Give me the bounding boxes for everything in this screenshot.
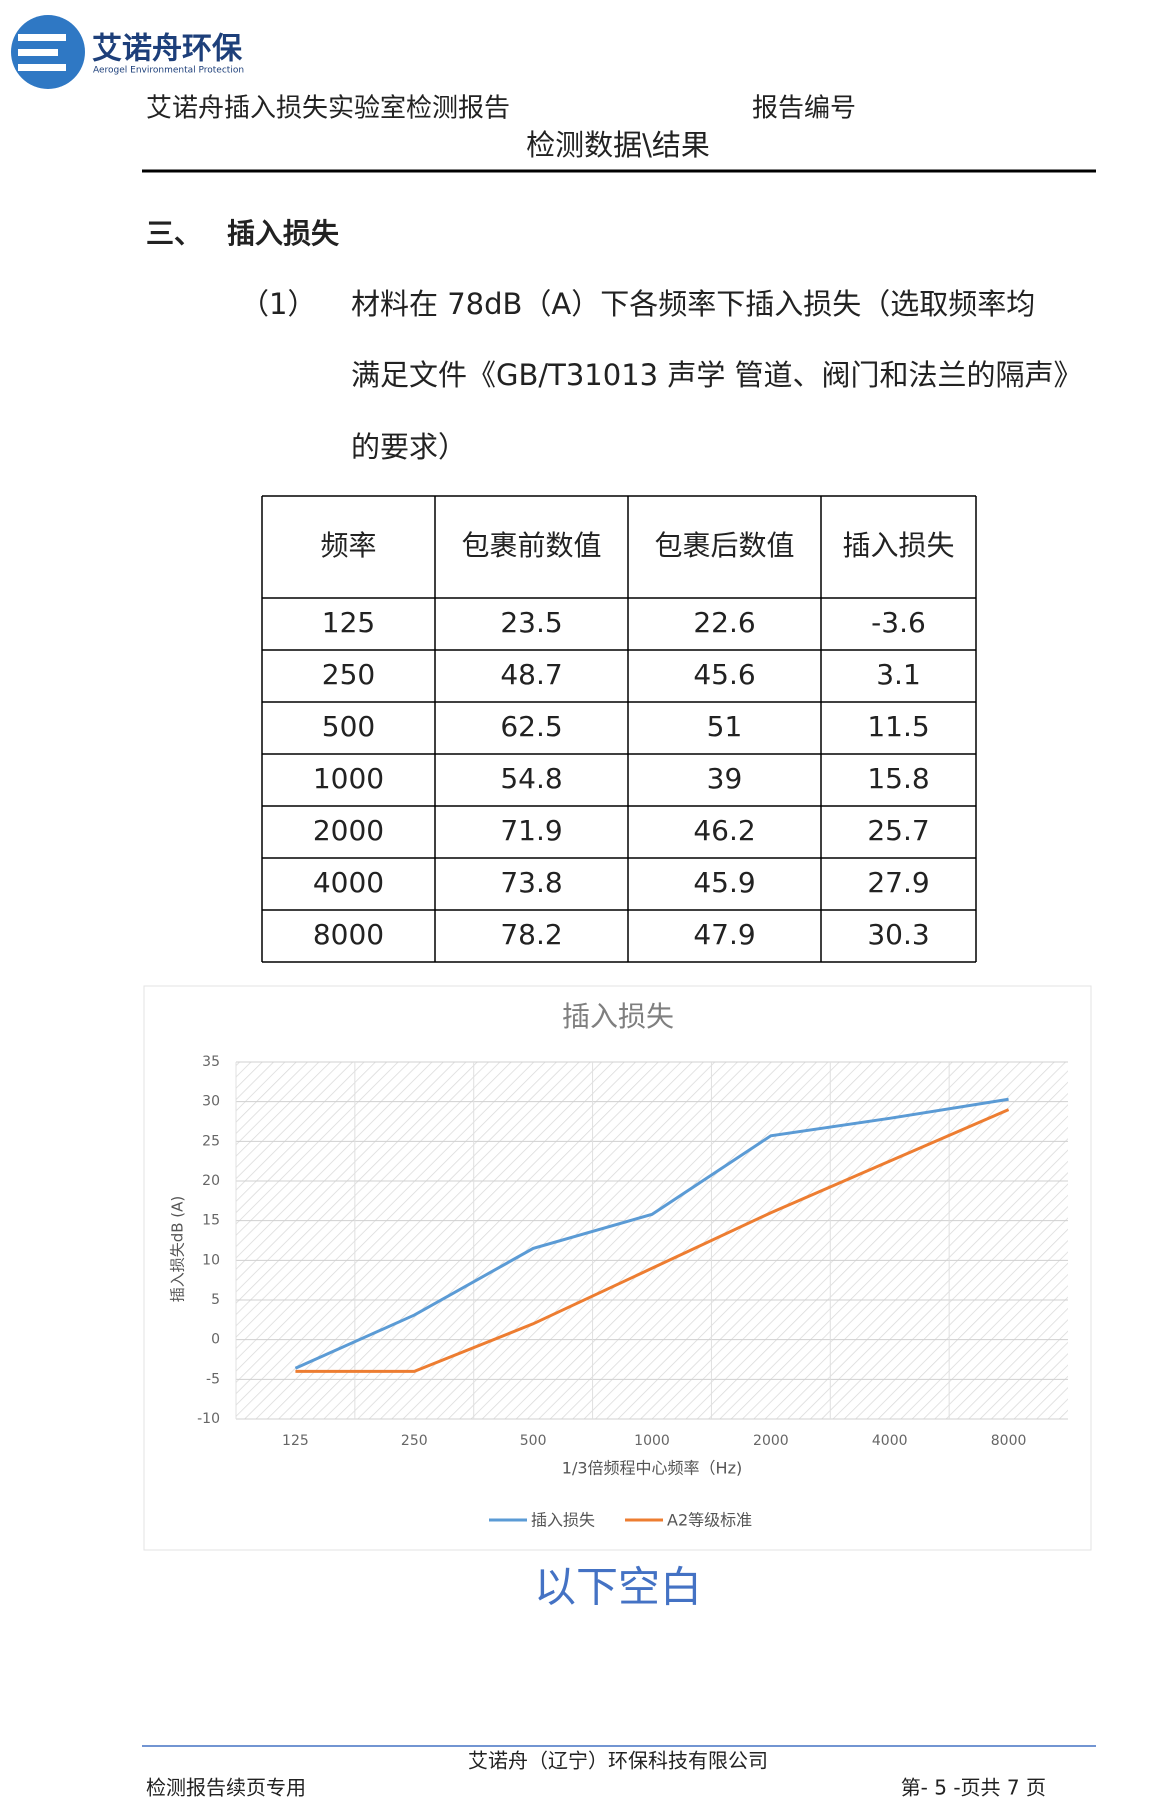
legend-label: A2等级标准 (667, 1511, 752, 1530)
series-line (294, 1097, 1009, 1370)
y-tick-label: 15 (202, 1213, 220, 1229)
table-cell: 54.8 (500, 762, 562, 795)
x-tick-label: 1000 (634, 1433, 670, 1449)
chart: -10 -5 0 5 10 15 20 25 30 35 125 250 500 1000 2000 4000… (197, 1054, 1068, 1530)
table-cell: 45.9 (693, 866, 755, 899)
section-heading: 插入损失 (227, 217, 340, 250)
table-header-cell: 包裹前数值 (461, 529, 601, 562)
footer-left: 检测报告续页专用 (146, 1776, 306, 1800)
table-cell: 2000 (313, 814, 384, 847)
table-cell: 78.2 (500, 918, 562, 951)
table-cell: 39 (707, 762, 743, 795)
y-tick-label: 0 (211, 1332, 220, 1348)
table-cell: 11.5 (867, 710, 929, 743)
table-cell: 250 (322, 658, 375, 691)
legend-label: 插入损失 (531, 1511, 595, 1530)
logo: 艾诺舟环保 Aerogel Environmental Protection (11, 15, 244, 89)
y-tick-label: 35 (202, 1054, 220, 1070)
section-title: 检测数据\结果 (526, 128, 710, 162)
company-logo-text: 艾诺舟环保 (92, 32, 243, 67)
report-no-label: 报告编号 (752, 94, 856, 124)
table-cell: 4000 (313, 866, 384, 899)
table-cell: 73.8 (500, 866, 562, 899)
table-header-cell: 包裹后数值 (654, 529, 794, 562)
table-cell: 51 (707, 710, 743, 743)
table-cell: 27.9 (867, 866, 929, 899)
y-tick-label: 25 (202, 1133, 220, 1149)
y-tick-label: -10 (197, 1411, 220, 1427)
table-cell: 125 (322, 606, 375, 639)
blank-note: 以下空白 (534, 1563, 702, 1612)
table-header-cell: 频率 (320, 529, 376, 562)
y-axis-title: 插入损失dB (A) (169, 1196, 187, 1303)
data-table: 频率 包裹前数值 包裹后数值 插入损失 125 23.5 22.6 -3.6 250 48.7 45… (261, 495, 977, 963)
x-tick-label: 500 (520, 1433, 547, 1449)
y-tick-label: -5 (206, 1371, 220, 1387)
table-cell: 1000 (313, 762, 384, 795)
table-cell: 71.9 (500, 814, 562, 847)
series-line (295, 1108, 1010, 1373)
x-tick-label: 2000 (753, 1433, 789, 1449)
item-number: （1） (240, 287, 316, 321)
paragraph-line: 材料在 78dB（A）下各频率下插入损失（选取频率均 (351, 287, 1035, 321)
chart-title: 插入损失 (562, 1000, 674, 1033)
table-cell: 47.9 (693, 918, 755, 951)
x-axis-title: 1/3倍频程中心频率（Hz) (562, 1459, 742, 1478)
table-cell: 8000 (313, 918, 384, 951)
x-tick-label: 125 (282, 1433, 309, 1449)
table-cell: 15.8 (867, 762, 929, 795)
table-cell: 3.1 (876, 658, 921, 691)
footer-company: 艾诺舟（辽宁）环保科技有限公司 (468, 1749, 768, 1773)
table-cell: 25.7 (867, 814, 929, 847)
table-cell: 22.6 (693, 606, 755, 639)
y-tick-label: 5 (211, 1292, 220, 1308)
table-cell: 62.5 (500, 710, 562, 743)
table-cell: 46.2 (693, 814, 755, 847)
table-cell: 500 (322, 710, 375, 743)
x-tick-label: 8000 (991, 1433, 1027, 1449)
paragraph-line: 的要求） (351, 430, 467, 464)
x-tick-label: 4000 (872, 1433, 908, 1449)
table-cell: -3.6 (871, 606, 926, 639)
paragraph-line: 满足文件《GB/T31013 声学 管道、阀门和法兰的隔声》 (351, 358, 1083, 392)
table-cell: 45.6 (693, 658, 755, 691)
plot-area (236, 1062, 1068, 1419)
company-en: Aerogel Environmental Protection (93, 66, 244, 76)
table-cell: 23.5 (500, 606, 562, 639)
table-header-cell: 插入损失 (842, 529, 954, 562)
footer-page: 第- 5 -页共 7 页 (901, 1776, 1046, 1800)
x-tick-label: 250 (401, 1433, 428, 1449)
y-tick-label: 20 (202, 1173, 220, 1189)
report-title: 艾诺舟插入损失实验室检测报告 (146, 94, 510, 124)
table-cell: 30.3 (867, 918, 929, 951)
section-number: 三、 (146, 217, 202, 250)
y-tick-label: 10 (202, 1252, 220, 1268)
y-tick-label: 30 (202, 1094, 220, 1110)
table-cell: 48.7 (500, 658, 562, 691)
